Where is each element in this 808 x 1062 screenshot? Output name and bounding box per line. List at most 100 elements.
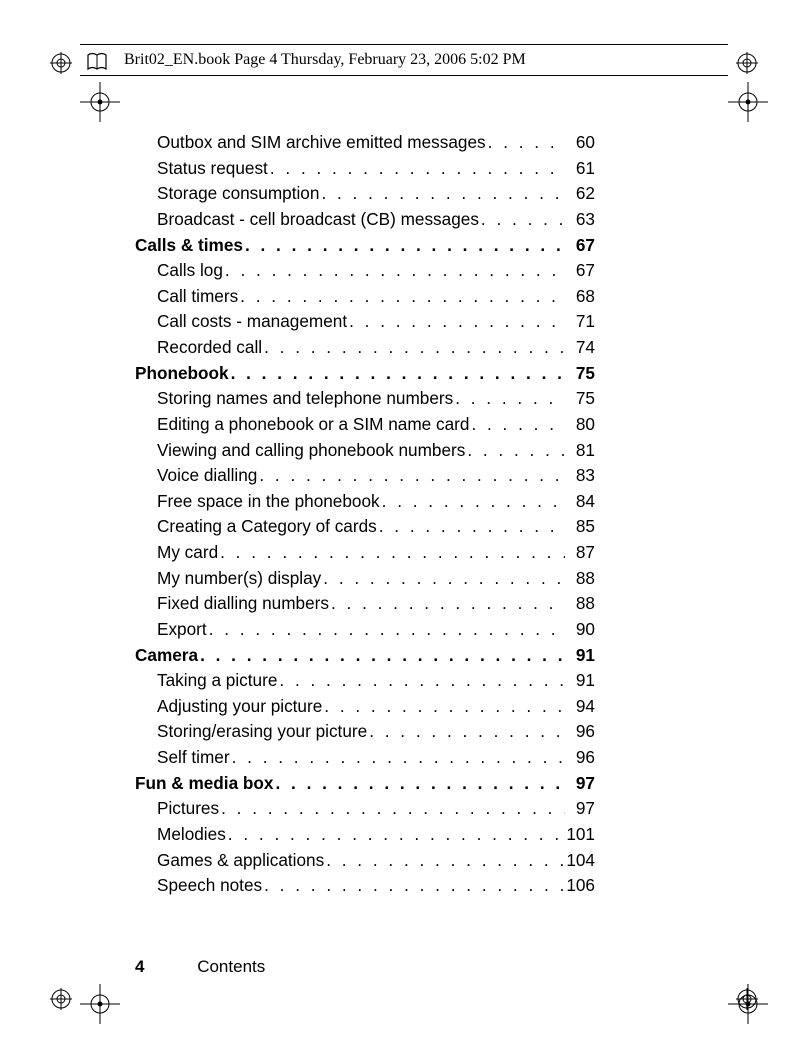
toc-label: Pictures xyxy=(157,796,219,822)
toc-page: 60 xyxy=(565,130,595,156)
toc-row: Melodies 101 xyxy=(135,822,595,848)
toc-page: 75 xyxy=(565,386,595,412)
toc-row: Pictures 97 xyxy=(135,796,595,822)
crop-mark-icon xyxy=(728,984,768,1024)
table-of-contents: Outbox and SIM archive emitted messages 6… xyxy=(135,130,595,899)
toc-page: 87 xyxy=(565,540,595,566)
toc-label: Voice dialling xyxy=(157,463,257,489)
toc-page: 106 xyxy=(563,873,595,899)
toc-page: 67 xyxy=(565,258,595,284)
toc-page: 74 xyxy=(565,335,595,361)
toc-leader-dots xyxy=(223,258,565,284)
toc-label: Melodies xyxy=(157,822,226,848)
toc-leader-dots xyxy=(262,873,563,899)
toc-leader-dots xyxy=(257,463,565,489)
toc-leader-dots xyxy=(347,309,565,335)
toc-row: Storage consumption 62 xyxy=(135,181,595,207)
toc-label: Taking a picture xyxy=(157,668,277,694)
toc-page: 94 xyxy=(565,694,595,720)
toc-leader-dots xyxy=(377,514,565,540)
toc-page: 84 xyxy=(565,489,595,515)
toc-leader-dots xyxy=(207,617,565,643)
toc-row: Export90 xyxy=(135,617,595,643)
toc-row: Fixed dialling numbers 88 xyxy=(135,591,595,617)
toc-label: My card xyxy=(157,540,218,566)
toc-row: Editing a phonebook or a SIM name card 8… xyxy=(135,412,595,438)
toc-leader-dots xyxy=(273,771,565,797)
toc-leader-dots xyxy=(243,233,565,259)
toc-page: 63 xyxy=(565,207,595,233)
toc-row: Calls log67 xyxy=(135,258,595,284)
toc-leader-dots xyxy=(453,386,565,412)
toc-row: Broadcast - cell broadcast (CB) messages… xyxy=(135,207,595,233)
toc-leader-dots xyxy=(218,540,565,566)
toc-label: Call timers xyxy=(157,284,238,310)
toc-row: Phonebook75 xyxy=(135,361,595,387)
toc-leader-dots xyxy=(319,181,565,207)
header-text: Brit02_EN.book Page 4 Thursday, February… xyxy=(124,51,526,68)
toc-label: Camera xyxy=(135,643,198,669)
toc-label: Self timer xyxy=(157,745,230,771)
toc-row: Call costs - management71 xyxy=(135,309,595,335)
toc-row: My number(s) display88 xyxy=(135,566,595,592)
toc-leader-dots xyxy=(479,207,565,233)
toc-row: Adjusting your picture 94 xyxy=(135,694,595,720)
toc-row: Storing/erasing your picture 96 xyxy=(135,719,595,745)
toc-page: 62 xyxy=(565,181,595,207)
toc-row: Outbox and SIM archive emitted messages 6… xyxy=(135,130,595,156)
toc-page: 88 xyxy=(565,591,595,617)
toc-leader-dots xyxy=(229,361,565,387)
toc-label: Outbox and SIM archive emitted messages xyxy=(157,130,486,156)
toc-label: Storing names and telephone numbers xyxy=(157,386,453,412)
crop-mark-icon xyxy=(80,984,120,1024)
document-header: Brit02_EN.book Page 4 Thursday, February… xyxy=(80,44,728,76)
toc-label: Creating a Category of cards xyxy=(157,514,377,540)
toc-label: Adjusting your picture xyxy=(157,694,322,720)
toc-leader-dots xyxy=(322,694,565,720)
toc-row: My card 87 xyxy=(135,540,595,566)
toc-label: Storing/erasing your picture xyxy=(157,719,367,745)
toc-leader-dots xyxy=(486,130,565,156)
toc-label: Fixed dialling numbers xyxy=(157,591,329,617)
toc-row: Fun & media box97 xyxy=(135,771,595,797)
toc-leader-dots xyxy=(268,156,565,182)
toc-leader-dots xyxy=(238,284,565,310)
toc-leader-dots xyxy=(198,643,565,669)
toc-label: Recorded call xyxy=(157,335,262,361)
crop-mark-icon xyxy=(728,82,768,122)
toc-page: 85 xyxy=(565,514,595,540)
toc-row: Free space in the phonebook84 xyxy=(135,489,595,515)
toc-page: 61 xyxy=(565,156,595,182)
toc-page: 96 xyxy=(565,719,595,745)
toc-page: 91 xyxy=(565,643,595,669)
toc-leader-dots xyxy=(277,668,565,694)
toc-page: 90 xyxy=(565,617,595,643)
toc-page: 75 xyxy=(565,361,595,387)
toc-leader-dots xyxy=(262,335,565,361)
toc-page: 96 xyxy=(565,745,595,771)
toc-page: 88 xyxy=(565,566,595,592)
toc-row: Calls & times 67 xyxy=(135,233,595,259)
toc-leader-dots xyxy=(465,438,565,464)
toc-row: Recorded call 74 xyxy=(135,335,595,361)
toc-page: 68 xyxy=(565,284,595,310)
toc-leader-dots xyxy=(324,848,563,874)
toc-leader-dots xyxy=(226,822,564,848)
toc-row: Call timers 68 xyxy=(135,284,595,310)
registration-mark-icon xyxy=(736,52,758,74)
toc-page: 97 xyxy=(565,796,595,822)
page-footer: 4 Contents xyxy=(135,957,265,977)
toc-leader-dots xyxy=(329,591,565,617)
toc-label: Status request xyxy=(157,156,268,182)
toc-page: 97 xyxy=(565,771,595,797)
toc-page: 81 xyxy=(565,438,595,464)
toc-label: Storage consumption xyxy=(157,181,319,207)
page-number: 4 xyxy=(135,957,144,976)
toc-label: Viewing and calling phonebook numbers xyxy=(157,438,465,464)
toc-leader-dots xyxy=(367,719,565,745)
toc-label: Games & applications xyxy=(157,848,324,874)
toc-row: Storing names and telephone numbers 75 xyxy=(135,386,595,412)
toc-row: Voice dialling 83 xyxy=(135,463,595,489)
toc-row: Self timer 96 xyxy=(135,745,595,771)
toc-leader-dots xyxy=(380,489,565,515)
